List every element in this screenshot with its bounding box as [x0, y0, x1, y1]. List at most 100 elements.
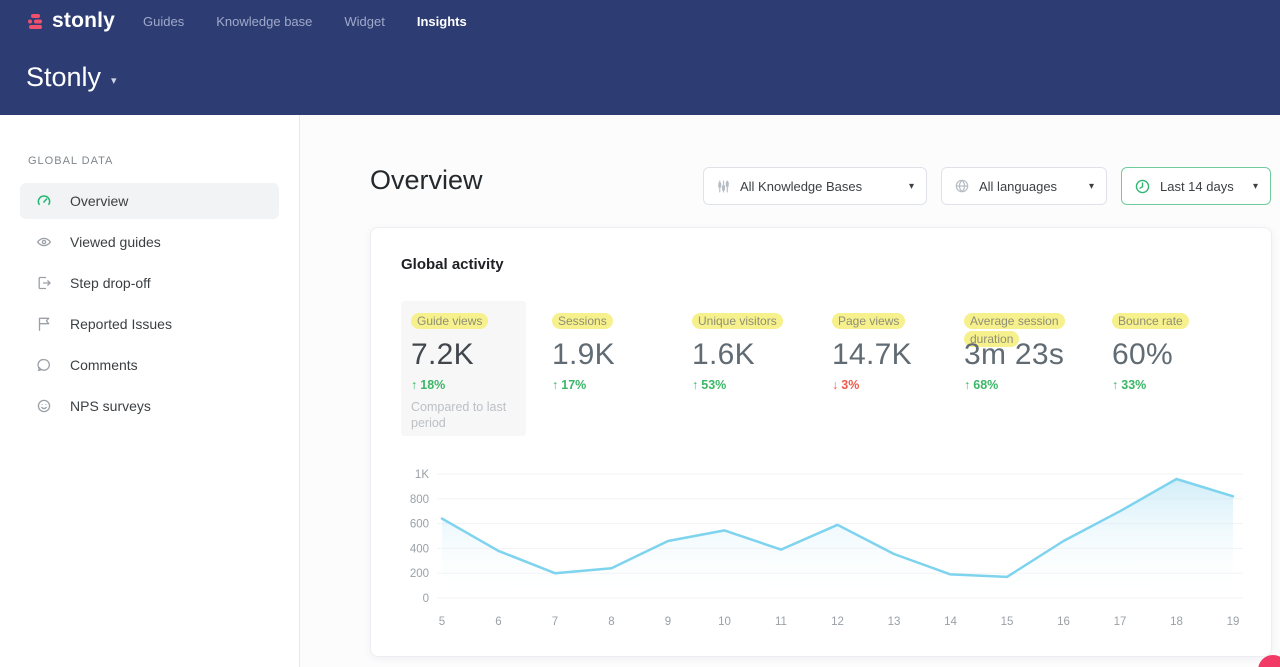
- sidebar-item-nps-surveys[interactable]: NPS surveys: [20, 388, 279, 424]
- workspace-title: Stonly: [26, 62, 102, 92]
- workspace-switcher[interactable]: Stonly ▾: [26, 62, 117, 93]
- sidebar-item-label: Viewed guides: [70, 234, 161, 250]
- sidebar-item-viewed-guides[interactable]: Viewed guides: [20, 224, 279, 260]
- chevron-down-icon: ▾: [908, 180, 914, 192]
- metric-label-highlight: Page views: [832, 313, 906, 329]
- y-axis-tick-label: 600: [410, 519, 429, 531]
- metric-change: ↑ 18%: [411, 378, 445, 392]
- y-axis-tick-label: 400: [410, 543, 429, 555]
- metric-change: ↑ 17%: [552, 378, 586, 392]
- x-axis-tick-label: 17: [1114, 616, 1127, 628]
- metric-change-percent: 18%: [420, 378, 446, 392]
- arrow-up-icon: ↑: [964, 378, 971, 392]
- arrow-up-icon: ↑: [552, 378, 559, 392]
- x-axis-tick-label: 11: [775, 616, 787, 628]
- metric-change: ↓ 3%: [832, 378, 859, 392]
- y-axis-tick-label: 200: [410, 568, 429, 580]
- x-axis-tick-label: 12: [831, 616, 844, 628]
- metric-change-percent: 68%: [973, 378, 999, 392]
- sidebar-item-reported-issues[interactable]: Reported Issues: [20, 306, 279, 342]
- comment-icon: [36, 357, 52, 373]
- x-axis-tick-label: 18: [1170, 616, 1183, 628]
- filter-dropdown-last-14-days[interactable]: Last 14 days ▾: [1121, 167, 1271, 205]
- filter-label: All languages: [979, 178, 1058, 194]
- main-panel: Overview All Knowledge Bases ▾ All languag…: [300, 115, 1280, 667]
- x-axis-tick-label: 8: [608, 616, 614, 628]
- metric-label-highlight: Unique visitors: [692, 313, 783, 329]
- arrow-down-icon: ↓: [832, 378, 839, 392]
- x-axis-tick-label: 9: [665, 616, 671, 628]
- globe-icon: [954, 178, 970, 194]
- nav-item-guides[interactable]: Guides: [143, 13, 185, 29]
- card-title: Global activity: [401, 256, 504, 273]
- nav-item-knowledge-base[interactable]: Knowledge base: [216, 13, 313, 29]
- metric-note: Compared to last period: [411, 400, 507, 430]
- nav-item-widget[interactable]: Widget: [344, 13, 385, 29]
- nav-item-insights[interactable]: Insights: [416, 13, 467, 29]
- metric-change: ↑ 53%: [692, 378, 726, 392]
- sidebar-item-label: Overview: [70, 193, 129, 209]
- sidebar-section-label: GLOBAL DATA: [28, 155, 114, 167]
- eye-icon: [36, 234, 52, 250]
- nav-top-row: stonly Guides Knowledge base Widget Insight…: [0, 0, 1280, 33]
- sliders-icon: [716, 179, 731, 194]
- sidebar-item-label: Comments: [70, 357, 138, 373]
- gauge-icon: [36, 193, 52, 209]
- metric-value: 3m 23s: [964, 338, 1065, 371]
- chevron-down-icon: ▾: [1252, 180, 1258, 192]
- top-navbar: stonly Guides Knowledge base Widget Insight…: [0, 0, 1280, 115]
- global-activity-card: Global activity Guide views 7.2K ↑ 18% Compa…: [370, 227, 1272, 657]
- filter-dropdown-all-knowledge-bases[interactable]: All Knowledge Bases ▾: [703, 167, 927, 205]
- smiley-icon: [36, 398, 52, 414]
- chat-widget-bubble[interactable]: [1258, 655, 1280, 667]
- chart-area-fill: [442, 479, 1233, 598]
- metric-change-percent: 17%: [561, 378, 587, 392]
- metric-guide-views[interactable]: Guide views 7.2K ↑ 18% Compared to last peri…: [411, 312, 543, 436]
- x-axis-tick-label: 6: [495, 616, 501, 628]
- metric-average-session-duration[interactable]: Average session duration 3m 23s ↑ 68%: [964, 312, 1096, 436]
- metric-sessions[interactable]: Sessions 1.9K ↑ 17%: [552, 312, 684, 436]
- x-axis-tick-label: 13: [888, 616, 901, 628]
- chevron-down-icon: ▾: [1088, 180, 1094, 192]
- guide-views-area-chart[interactable]: 1K 800 600 400 200 05 6 7 8 9 10 11 12 13 14 15 16 17 18 19: [371, 458, 1273, 650]
- metric-label-highlight: Guide views: [411, 313, 489, 329]
- stonly-logo-icon: [26, 13, 45, 30]
- metric-change: ↑ 33%: [1112, 378, 1146, 392]
- sidebar-item-label: Step drop-off: [70, 275, 151, 291]
- content-area: GLOBAL DATA Overview Viewed guides Step dr…: [0, 115, 1280, 667]
- y-axis-tick-label: 1K: [415, 469, 429, 481]
- sidebar-item-step-drop-off[interactable]: Step drop-off: [20, 265, 279, 301]
- x-axis-tick-label: 15: [1001, 616, 1014, 628]
- metric-value: 60%: [1112, 338, 1173, 371]
- metric-change-percent: 33%: [1121, 378, 1147, 392]
- x-axis-tick-label: 14: [944, 616, 957, 628]
- metric-change-percent: 3%: [841, 378, 860, 392]
- x-axis-tick-label: 10: [718, 616, 731, 628]
- clock-icon: [1134, 178, 1151, 195]
- arrow-up-icon: ↑: [1112, 378, 1119, 392]
- sidebar-item-comments[interactable]: Comments: [20, 347, 279, 383]
- chevron-down-icon: ▾: [111, 75, 117, 87]
- sidebar-item-label: NPS surveys: [70, 398, 151, 414]
- x-axis-tick-label: 7: [552, 616, 558, 628]
- flag-icon: [36, 316, 52, 332]
- chart-line-guide-views: [440, 477, 1235, 579]
- stonly-logo[interactable]: stonly: [26, 9, 115, 33]
- sidebar: GLOBAL DATA Overview Viewed guides Step dr…: [0, 115, 300, 667]
- metric-bounce-rate[interactable]: Bounce rate 60% ↑ 33%: [1112, 312, 1244, 436]
- sidebar-item-overview[interactable]: Overview: [20, 183, 279, 219]
- metric-unique-visitors[interactable]: Unique visitors 1.6K ↑ 53%: [692, 312, 824, 436]
- sidebar-item-label: Reported Issues: [70, 316, 172, 332]
- metric-value: 1.6K: [692, 338, 755, 371]
- nav-links: Guides Knowledge base Widget Insights: [143, 14, 467, 29]
- arrow-up-icon: ↑: [692, 378, 699, 392]
- y-axis-tick-label: 0: [423, 593, 429, 605]
- filter-dropdown-all-languages[interactable]: All languages ▾: [941, 167, 1107, 205]
- page-title: Overview: [370, 165, 483, 195]
- metric-label-highlight: Bounce rate: [1112, 313, 1189, 329]
- filters-row: All Knowledge Bases ▾ All languages ▾ Last 1…: [703, 167, 1271, 205]
- metric-change: ↑ 68%: [964, 378, 998, 392]
- metric-page-views[interactable]: Page views 14.7K ↓ 3%: [832, 312, 964, 436]
- x-axis-tick-label: 16: [1057, 616, 1070, 628]
- metric-value: 14.7K: [832, 338, 912, 371]
